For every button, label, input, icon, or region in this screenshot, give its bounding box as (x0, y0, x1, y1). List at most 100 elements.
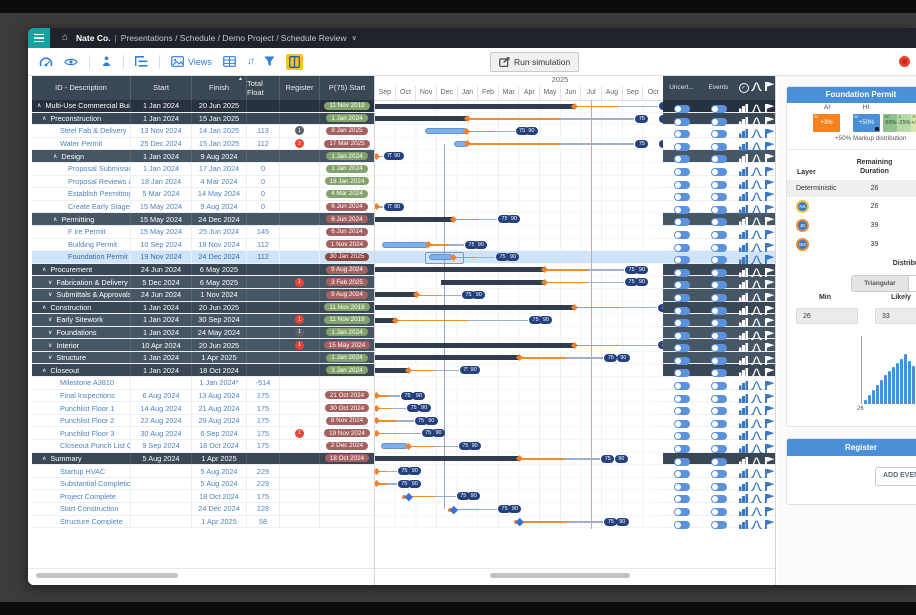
events-toggle[interactable] (710, 243, 727, 252)
flag-icon[interactable] (764, 163, 775, 181)
register-badge[interactable]: 1 (295, 340, 304, 350)
uncertainty-toggle[interactable] (673, 331, 690, 340)
flag-icon[interactable] (764, 478, 775, 496)
collapse-chevron-icon[interactable]: ∧ (53, 153, 58, 160)
distribution-icon[interactable] (750, 377, 763, 395)
uncertainty-toggle[interactable] (673, 256, 690, 265)
table-scrollbar[interactable] (36, 573, 178, 578)
collapse-chevron-icon[interactable]: ∧ (42, 367, 47, 374)
table-row[interactable]: Substantial Completion 5 Aug 2024 229 (32, 477, 375, 491)
distribution-icon[interactable] (750, 503, 763, 521)
expand-chevron-icon[interactable]: ∨ (48, 279, 53, 286)
uniform-option[interactable]: Uniform (908, 276, 916, 291)
uncertainty-toggle[interactable] (673, 155, 690, 164)
events-toggle[interactable] (710, 268, 727, 277)
table-row[interactable]: Structure Complete 1 Apr 2025 58 (32, 515, 375, 529)
table-row[interactable]: Punchlist Floor 2 22 Aug 2024 29 Aug 2024 1… (32, 414, 375, 428)
uncertainty-toggle[interactable] (673, 218, 690, 227)
flag-icon[interactable] (764, 138, 775, 156)
gantt-bar[interactable] (375, 355, 520, 361)
header-register[interactable]: Register (280, 75, 320, 100)
distribution-icon[interactable] (750, 327, 763, 345)
run-simulation-button[interactable]: Run simulation (490, 52, 580, 72)
register-badge[interactable]: 1 (295, 277, 304, 287)
uncertainty-toggle[interactable] (673, 230, 690, 239)
flag-icon[interactable] (764, 188, 775, 206)
events-toggle[interactable] (710, 167, 727, 176)
uncertainty-toggle[interactable] (673, 419, 690, 428)
flag-icon[interactable] (764, 327, 775, 345)
distribution-icon[interactable] (750, 188, 763, 206)
histogram-icon[interactable] (738, 302, 749, 320)
events-toggle[interactable] (710, 205, 727, 214)
distribution-icon[interactable] (750, 226, 763, 244)
flag-icon[interactable] (764, 100, 775, 118)
hamburger-menu-icon[interactable] (28, 28, 50, 48)
table-row[interactable]: Punchlist Floor 3 30 Aug 2024 6 Sep 2024 17… (32, 427, 375, 441)
collapse-chevron-icon[interactable]: ∧ (42, 115, 47, 122)
flag-icon[interactable] (764, 402, 775, 420)
sort-icon[interactable]: ↓↑ (246, 56, 255, 67)
layer-row[interactable]: BM 39 (787, 235, 916, 254)
events-toggle[interactable] (710, 382, 727, 391)
distribution-icon[interactable] (750, 100, 763, 118)
flag-icon[interactable] (764, 415, 775, 433)
gantt-bar[interactable] (440, 279, 545, 285)
triangular-option[interactable]: Triangular (852, 276, 908, 291)
flag-icon[interactable] (764, 440, 775, 458)
events-toggle[interactable] (710, 432, 727, 441)
gantt-bar[interactable] (375, 267, 545, 273)
distribution-icon[interactable] (750, 138, 763, 156)
flag-icon[interactable] (764, 213, 775, 231)
events-toggle[interactable] (710, 319, 727, 328)
histogram-icon[interactable] (738, 440, 749, 458)
gantt-bar[interactable] (375, 342, 575, 348)
distribution-icon[interactable] (750, 453, 763, 471)
table-row[interactable]: ∧ Closeout 1 Jan 2024 18 Oct 2024 1 Jan 2024 (32, 364, 375, 378)
events-toggle[interactable] (710, 155, 727, 164)
events-toggle[interactable] (710, 445, 727, 454)
gantt-bar[interactable] (375, 305, 575, 310)
flag-icon[interactable] (764, 339, 775, 357)
layer-row[interactable]: NS 26 (787, 197, 916, 216)
r-marker-box[interactable]: R+/-10% (911, 114, 916, 132)
gantt-bar[interactable] (375, 317, 396, 323)
uncertainty-toggle[interactable] (673, 394, 690, 403)
table-row[interactable]: Closeout Punch List Corr...9 Sep 202418 … (32, 440, 375, 453)
layer-row[interactable]: JB 39 (787, 216, 916, 235)
gauge-icon[interactable] (39, 56, 53, 68)
histogram-icon[interactable] (738, 490, 749, 508)
distribution-icon[interactable] (750, 176, 763, 194)
flag-icon[interactable] (764, 125, 775, 143)
distribution-icon[interactable] (750, 201, 763, 219)
distribution-icon[interactable] (750, 402, 763, 420)
events-column-header[interactable]: Events (708, 84, 729, 91)
gantt-panel-divider[interactable] (775, 75, 776, 585)
histogram-icon[interactable] (738, 364, 749, 382)
events-toggle[interactable] (710, 520, 727, 529)
distribution-icon[interactable] (750, 163, 763, 181)
table-icon[interactable] (222, 56, 236, 67)
table-row[interactable]: Milestone A3810 1 Jan 2024* -514 (32, 377, 375, 390)
flag-icon[interactable] (764, 503, 775, 521)
uncertainty-toggle[interactable] (673, 495, 690, 504)
events-toggle[interactable] (710, 356, 727, 365)
table-row[interactable]: Foundation Permit 19 Nov 2024 24 Dec 2024 1… (32, 251, 375, 264)
likely-input[interactable]: 33 (875, 308, 916, 324)
uncertainty-toggle[interactable] (673, 432, 690, 441)
histogram-icon[interactable] (738, 276, 749, 294)
expand-chevron-icon[interactable]: ∨ (48, 329, 53, 336)
min-input[interactable]: 26 (796, 308, 858, 324)
